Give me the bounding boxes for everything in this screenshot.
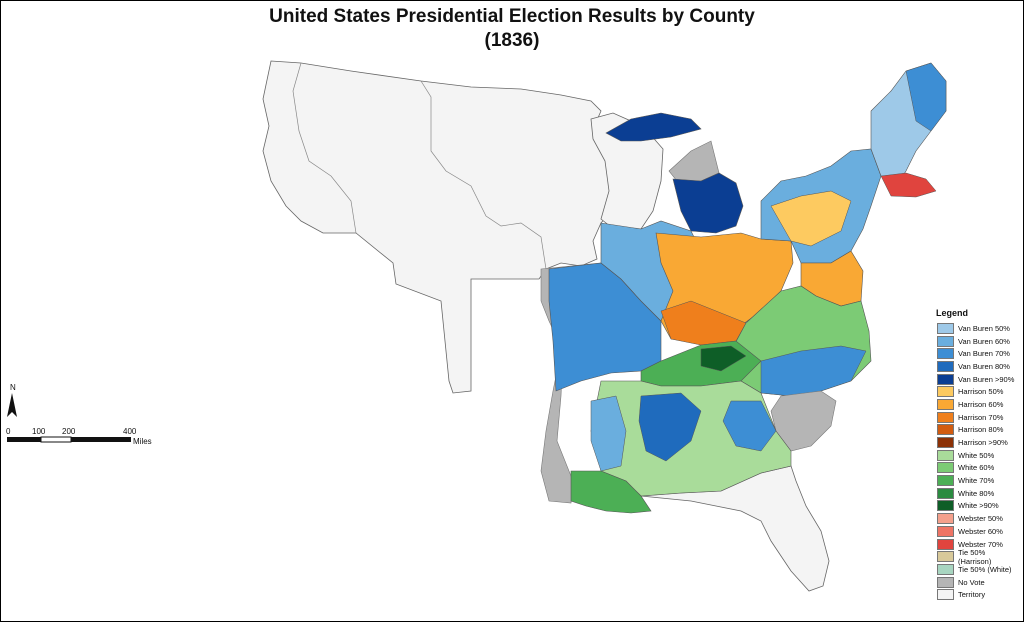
legend-label: Tie 50% (Harrison) — [958, 547, 992, 566]
scale-tick-100: 100 — [32, 427, 46, 436]
legend-item: Harrison 70% — [931, 411, 1019, 424]
legend-item: White 50% — [931, 449, 1019, 462]
title-line-2: (1836) — [484, 30, 540, 51]
legend-swatch — [937, 576, 954, 588]
legend-swatch — [937, 449, 954, 461]
legend: Legend Van Buren 50% Van Buren 60% Van Bur… — [931, 308, 1019, 601]
south-carolina-no-vote — [770, 390, 837, 452]
legend-label: Harrison 50% — [958, 387, 1004, 397]
legend-items: Van Buren 50% Van Buren 60% Van Buren 70% V… — [931, 322, 1019, 601]
legend-swatch — [937, 424, 954, 436]
legend-label: Harrison 60% — [958, 399, 1004, 409]
legend-label: Van Buren 70% — [958, 349, 1010, 359]
legend-item: Harrison 60% — [931, 398, 1019, 411]
alabama-blue — [638, 392, 702, 462]
legend-swatch — [937, 551, 954, 563]
legend-swatch — [937, 348, 954, 360]
map-title: United States Presidential Election Resu… — [1, 5, 1023, 53]
legend-item: Tie 50% (White) — [931, 563, 1019, 576]
legend-label: White >90% — [958, 501, 999, 511]
legend-label: Territory — [958, 590, 986, 600]
legend-item: Harrison 50% — [931, 385, 1019, 398]
legend-label: Webster 60% — [958, 526, 1003, 536]
legend-label: White 70% — [958, 476, 995, 486]
title-line-1: United States Presidential Election Resu… — [269, 6, 755, 27]
legend-swatch — [937, 525, 954, 537]
legend-label: Webster 70% — [958, 539, 1003, 549]
legend-swatch — [937, 589, 954, 601]
legend-swatch — [937, 475, 954, 487]
legend-swatch — [937, 500, 954, 512]
legend-label: Van Buren 60% — [958, 336, 1010, 346]
legend-label: Harrison 70% — [958, 412, 1004, 422]
legend-label: Tie 50% (White) — [958, 564, 1012, 574]
pennsylvania-orange — [770, 190, 852, 247]
scale-bar: N 0 100 200 400 Miles — [5, 383, 175, 451]
legend-item: Van Buren 60% — [931, 335, 1019, 348]
legend-item: Harrison >90% — [931, 436, 1019, 449]
louisiana-region — [570, 470, 652, 514]
legend-item: Tie 50% (Harrison) — [931, 547, 1019, 566]
legend-swatch — [937, 513, 954, 525]
legend-item: Van Buren 80% — [931, 360, 1019, 373]
legend-item: Van Buren 70% — [931, 347, 1019, 360]
legend-title: Legend — [936, 308, 969, 318]
legend-item: Webster 60% — [931, 525, 1019, 538]
michigan-lower-region — [672, 172, 744, 234]
north-label: N — [10, 383, 16, 392]
legend-item: Harrison 80% — [931, 424, 1019, 437]
legend-item: Van Buren 50% — [931, 322, 1019, 335]
legend-swatch — [937, 462, 954, 474]
north-arrow-icon — [7, 393, 17, 417]
legend-swatch — [937, 411, 954, 423]
legend-label: Van Buren 80% — [958, 361, 1010, 371]
legend-swatch — [937, 322, 954, 334]
legend-swatch — [937, 386, 954, 398]
maine-blue — [905, 62, 947, 132]
western-territory — [262, 60, 617, 394]
legend-label: Van Buren >90% — [958, 374, 1015, 384]
legend-label: Van Buren 50% — [958, 323, 1010, 333]
legend-item: White 70% — [931, 474, 1019, 487]
legend-item: No Vote — [931, 576, 1019, 589]
legend-swatch — [937, 335, 954, 347]
north-carolina-blue — [760, 345, 867, 397]
legend-item: Territory — [931, 588, 1019, 601]
legend-label: White 80% — [958, 488, 995, 498]
legend-swatch — [937, 487, 954, 499]
legend-item: Webster 50% — [931, 512, 1019, 525]
legend-swatch — [937, 563, 954, 575]
legend-item: Van Buren >90% — [931, 373, 1019, 386]
legend-item: Webster 70% — [931, 538, 1019, 551]
scale-graphic — [7, 393, 131, 443]
legend-label: White 60% — [958, 463, 995, 473]
legend-item: White >90% — [931, 500, 1019, 513]
mississippi-blue — [590, 395, 627, 472]
legend-label: Harrison 80% — [958, 425, 1004, 435]
scale-tick-400: 400 — [123, 427, 137, 436]
michigan-upper-region — [605, 112, 702, 142]
legend-label: Harrison >90% — [958, 438, 1008, 448]
legend-item: White 80% — [931, 487, 1019, 500]
legend-label: Webster 50% — [958, 514, 1003, 524]
legend-label: No Vote — [958, 577, 985, 587]
scale-unit: Miles — [133, 437, 152, 446]
scale-tick-200: 200 — [62, 427, 76, 436]
massachusetts-webster — [880, 172, 937, 198]
legend-swatch — [937, 360, 954, 372]
scale-tick-0: 0 — [6, 427, 11, 436]
legend-swatch — [937, 437, 954, 449]
georgia-blue — [722, 400, 777, 452]
legend-swatch — [937, 398, 954, 410]
legend-label: White 50% — [958, 450, 995, 460]
tennessee-dark-green — [700, 345, 747, 372]
legend-swatch — [937, 373, 954, 385]
legend-swatch — [937, 538, 954, 550]
legend-item: White 60% — [931, 462, 1019, 475]
